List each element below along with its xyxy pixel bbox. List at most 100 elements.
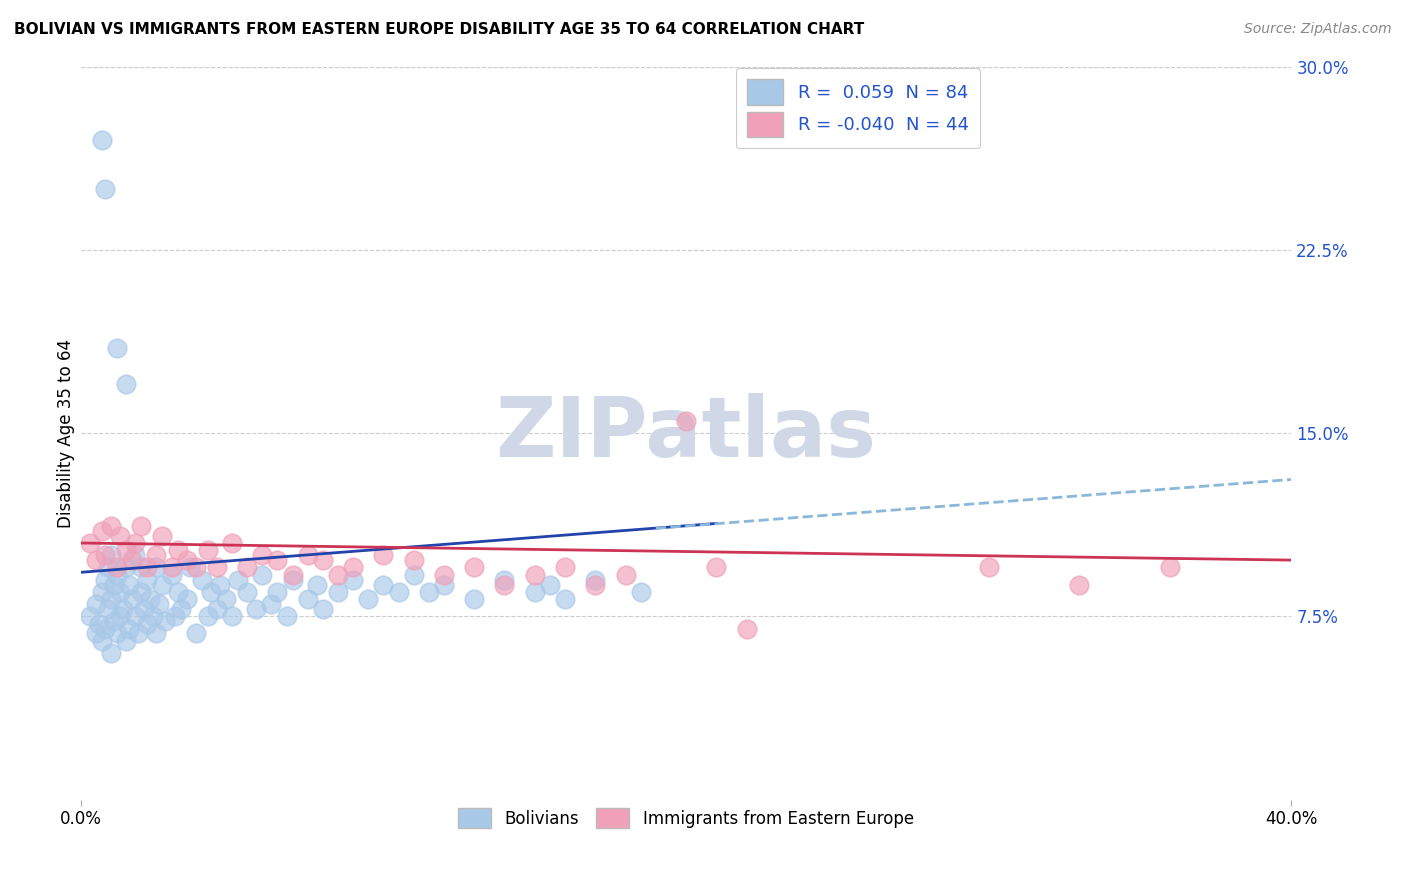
Point xyxy=(326,567,349,582)
Point xyxy=(463,560,485,574)
Point xyxy=(108,609,131,624)
Point xyxy=(87,616,110,631)
Y-axis label: Disability Age 35 to 64: Disability Age 35 to 64 xyxy=(58,339,75,527)
Point xyxy=(105,560,128,574)
Point xyxy=(494,573,516,587)
Point xyxy=(100,519,122,533)
Point xyxy=(124,536,146,550)
Point xyxy=(297,548,319,562)
Point xyxy=(197,543,219,558)
Point xyxy=(200,585,222,599)
Point xyxy=(105,341,128,355)
Point xyxy=(94,622,117,636)
Point xyxy=(145,548,167,562)
Point xyxy=(977,560,1000,574)
Point xyxy=(373,577,395,591)
Point xyxy=(169,602,191,616)
Point xyxy=(124,548,146,562)
Point xyxy=(583,577,606,591)
Point xyxy=(675,414,697,428)
Point xyxy=(100,548,122,562)
Text: Source: ZipAtlas.com: Source: ZipAtlas.com xyxy=(1244,22,1392,37)
Point xyxy=(134,602,156,616)
Point xyxy=(79,536,101,550)
Point xyxy=(129,519,152,533)
Point xyxy=(215,592,238,607)
Point xyxy=(184,560,207,574)
Point xyxy=(236,585,259,599)
Point xyxy=(94,182,117,196)
Point xyxy=(108,585,131,599)
Point xyxy=(79,609,101,624)
Point xyxy=(115,560,138,574)
Point xyxy=(463,592,485,607)
Point xyxy=(387,585,409,599)
Point xyxy=(118,622,141,636)
Point xyxy=(402,567,425,582)
Point xyxy=(704,560,727,574)
Point xyxy=(1069,577,1091,591)
Legend: Bolivians, Immigrants from Eastern Europe: Bolivians, Immigrants from Eastern Europ… xyxy=(451,802,921,835)
Point xyxy=(115,543,138,558)
Point xyxy=(297,592,319,607)
Point xyxy=(148,597,170,611)
Point xyxy=(554,560,576,574)
Point xyxy=(221,609,243,624)
Point xyxy=(312,602,335,616)
Point xyxy=(166,585,188,599)
Point xyxy=(418,585,440,599)
Point xyxy=(108,529,131,543)
Point xyxy=(145,560,167,574)
Point xyxy=(112,602,135,616)
Point xyxy=(305,577,328,591)
Point xyxy=(152,577,174,591)
Point xyxy=(160,567,183,582)
Point xyxy=(205,560,228,574)
Point xyxy=(735,622,758,636)
Point xyxy=(281,567,304,582)
Point xyxy=(342,560,364,574)
Point xyxy=(276,609,298,624)
Point xyxy=(312,553,335,567)
Point xyxy=(115,377,138,392)
Point xyxy=(160,560,183,574)
Point xyxy=(105,567,128,582)
Point xyxy=(538,577,561,591)
Point xyxy=(84,553,107,567)
Point xyxy=(121,592,143,607)
Point xyxy=(252,567,274,582)
Point xyxy=(136,573,159,587)
Point xyxy=(166,543,188,558)
Point xyxy=(266,585,288,599)
Point xyxy=(115,633,138,648)
Point xyxy=(124,609,146,624)
Point xyxy=(252,548,274,562)
Point xyxy=(176,592,198,607)
Point xyxy=(84,626,107,640)
Point xyxy=(105,626,128,640)
Point xyxy=(139,592,162,607)
Point xyxy=(127,626,149,640)
Point xyxy=(523,585,546,599)
Point xyxy=(121,553,143,567)
Point xyxy=(163,609,186,624)
Point xyxy=(208,577,231,591)
Point xyxy=(583,573,606,587)
Point xyxy=(100,646,122,660)
Point xyxy=(433,567,456,582)
Point xyxy=(260,597,283,611)
Point xyxy=(205,602,228,616)
Point xyxy=(176,553,198,567)
Point xyxy=(90,524,112,538)
Point xyxy=(554,592,576,607)
Text: BOLIVIAN VS IMMIGRANTS FROM EASTERN EUROPE DISABILITY AGE 35 TO 64 CORRELATION C: BOLIVIAN VS IMMIGRANTS FROM EASTERN EURO… xyxy=(14,22,865,37)
Point xyxy=(373,548,395,562)
Point xyxy=(357,592,380,607)
Point xyxy=(152,529,174,543)
Point xyxy=(191,573,214,587)
Point xyxy=(142,609,165,624)
Point xyxy=(197,609,219,624)
Point xyxy=(523,567,546,582)
Point xyxy=(402,553,425,567)
Point xyxy=(94,573,117,587)
